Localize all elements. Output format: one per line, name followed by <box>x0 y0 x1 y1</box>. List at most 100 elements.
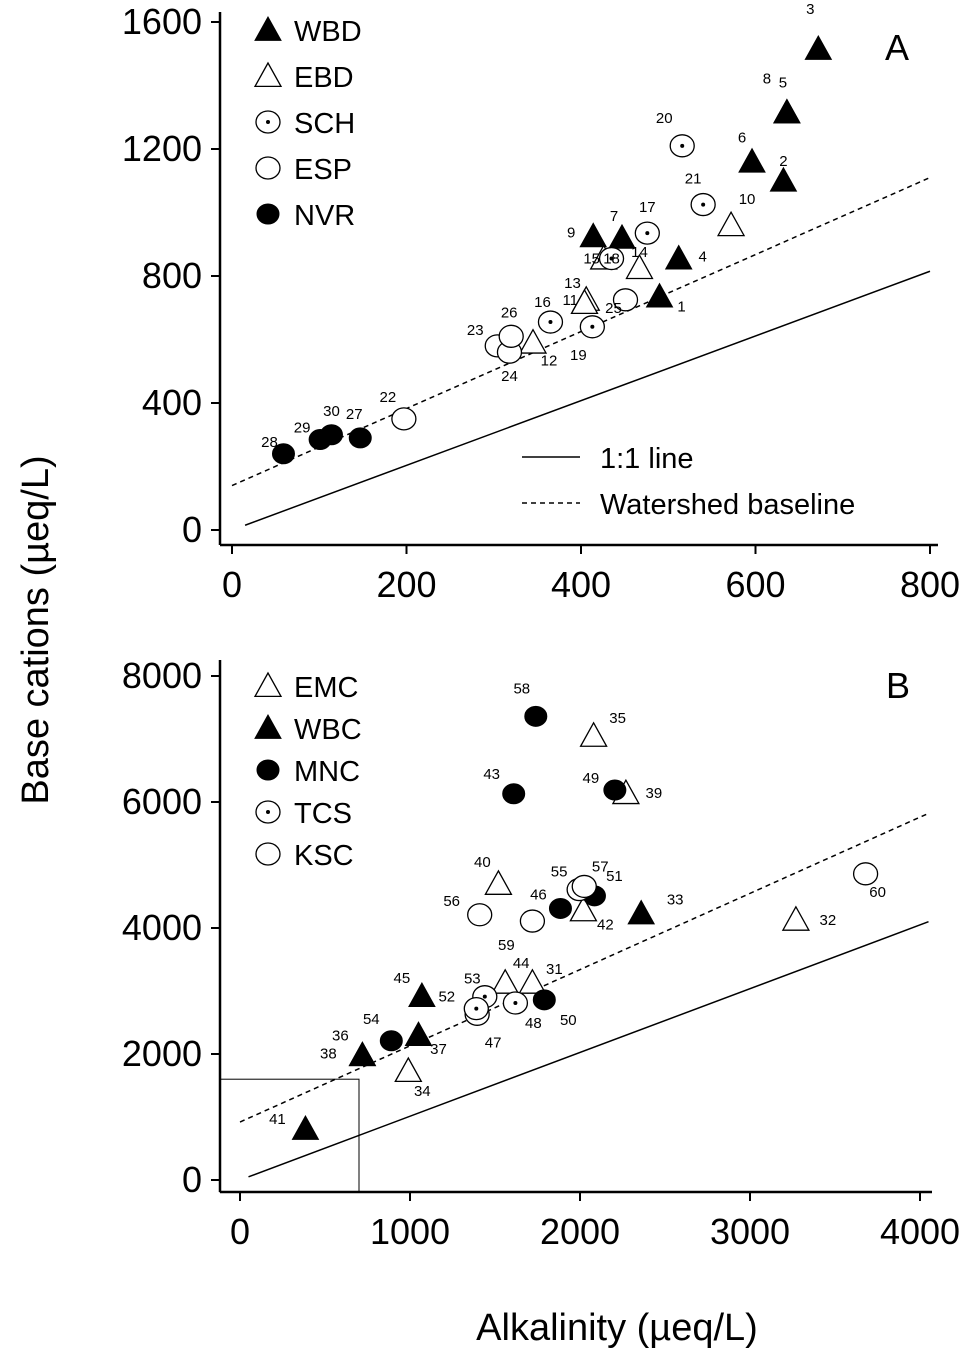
y-tick-label: 4000 <box>122 907 202 948</box>
point-mnc-58-shape <box>524 705 548 727</box>
line-legend-label: 1:1 line <box>600 443 694 475</box>
point-ebd-12-shape <box>518 328 548 354</box>
point-wbc-38-shape <box>348 1041 377 1067</box>
point-label: 60 <box>869 884 886 901</box>
point-label: 51 <box>606 868 623 885</box>
point-mnc-50 <box>532 989 556 1011</box>
x-tick-label: 600 <box>725 564 785 605</box>
legend-marker-sch <box>255 110 281 134</box>
point-mnc-54 <box>379 1030 403 1052</box>
point-label: 13 <box>564 275 581 292</box>
point-mnc-54-shape <box>379 1030 403 1052</box>
point-wbd-3 <box>804 34 833 60</box>
point-sch-19 <box>579 315 605 339</box>
point-sch-17-dot <box>645 231 650 236</box>
point-wbd-7 <box>608 223 636 249</box>
legend-label: NVR <box>294 200 355 232</box>
point-label: 34 <box>414 1083 431 1100</box>
point-sch-16 <box>537 310 564 334</box>
point-label: 52 <box>438 989 455 1006</box>
point-label: 24 <box>501 368 518 385</box>
point-label: 15 <box>583 251 600 268</box>
point-label: 40 <box>474 854 491 871</box>
point-ksc-56-shape <box>467 903 493 927</box>
point-mnc-50-shape <box>532 989 556 1011</box>
point-esp-22-shape <box>391 407 417 431</box>
legend-label: SCH <box>294 108 355 140</box>
y-tick-label: 800 <box>142 255 202 296</box>
legend-label: MNC <box>294 756 360 788</box>
point-esp-26 <box>498 324 524 348</box>
point-sch-21-dot <box>701 202 706 207</box>
y-tick-label: 400 <box>142 382 202 423</box>
point-emc-32-shape <box>781 905 811 931</box>
point-emc-44-shape <box>491 968 520 994</box>
point-wbc-33-shape <box>627 899 656 925</box>
point-ebd-10-shape <box>716 210 746 237</box>
point-label: 58 <box>513 680 530 697</box>
legend-marker-esp-shape <box>255 156 281 180</box>
point-tcs-48-dot <box>513 1000 518 1005</box>
point-wbd-4 <box>664 244 693 270</box>
point-label: 5 <box>779 74 787 91</box>
point-emc-34 <box>394 1056 423 1083</box>
point-label: 35 <box>609 710 626 727</box>
point-sch-16-dot <box>548 320 553 325</box>
point-label: 16 <box>534 294 551 311</box>
legend-marker-ebd-shape <box>253 61 283 88</box>
point-wbd-4-shape <box>664 244 693 270</box>
panel-a-extent-box <box>219 1078 360 1193</box>
point-sch-19-dot <box>590 324 595 329</box>
point-emc-44 <box>491 968 520 994</box>
point-label: 29 <box>294 420 311 437</box>
point-label: 54 <box>363 1011 380 1028</box>
y-tick-label: 1200 <box>122 128 202 169</box>
x-tick-label: 400 <box>551 564 611 605</box>
point-ebd-13-shape <box>570 288 599 315</box>
point-esp-25 <box>612 288 639 312</box>
point-tcs-53 <box>463 996 489 1021</box>
point-ebd-13 <box>570 288 599 315</box>
point-wbd-6 <box>738 147 766 173</box>
point-mnc-49-shape <box>603 779 627 801</box>
legend-marker-ksc-shape <box>255 842 281 866</box>
point-ksc-56 <box>467 903 493 927</box>
point-label: 53 <box>464 971 481 988</box>
point-nvr-27 <box>348 427 372 449</box>
y-tick-label: 0 <box>182 509 202 550</box>
point-sch-21 <box>690 192 716 217</box>
point-label: 25 <box>605 300 622 317</box>
point-mnc-49 <box>603 779 627 801</box>
point-label: 10 <box>739 191 756 208</box>
point-label: 8 <box>763 70 771 87</box>
point-label: 47 <box>485 1034 502 1051</box>
point-nvr-28-shape <box>271 443 295 465</box>
point-label: 32 <box>820 912 837 929</box>
point-label: 43 <box>483 766 500 783</box>
x-tick-label: 2000 <box>540 1211 620 1252</box>
y-tick-label: 2000 <box>122 1033 202 1074</box>
point-label: 2 <box>779 153 787 170</box>
point-label: 49 <box>583 770 600 787</box>
point-wbd-7-shape <box>608 223 636 249</box>
point-ksc-57-shape <box>571 874 597 899</box>
point-label: 22 <box>380 389 397 406</box>
x-tick-label: 0 <box>222 564 242 605</box>
point-label: 41 <box>269 1111 286 1128</box>
legend-marker-nvr-shape <box>256 203 280 225</box>
point-wbc-41-shape <box>291 1114 320 1140</box>
point-ksc-57 <box>571 874 597 899</box>
legend-marker-mnc <box>256 759 280 781</box>
legend-marker-wbd <box>254 15 282 41</box>
x-axis-title: Alkalinity (µeq/L) <box>476 1307 758 1349</box>
legend-label: EMC <box>294 672 358 704</box>
point-wbc-38 <box>348 1041 377 1067</box>
line-legend-label: Watershed baseline <box>600 489 855 521</box>
panel-b-chart: 0 1000 2000 3000 4000 0 2000 4000 6000 8000 31 32 34… <box>122 655 960 1252</box>
point-label: 20 <box>656 110 673 127</box>
point-ebd-12 <box>518 328 548 354</box>
one-to-one-line <box>244 270 931 526</box>
point-tcs-53-dot <box>474 1006 479 1011</box>
point-label: 44 <box>513 955 530 972</box>
